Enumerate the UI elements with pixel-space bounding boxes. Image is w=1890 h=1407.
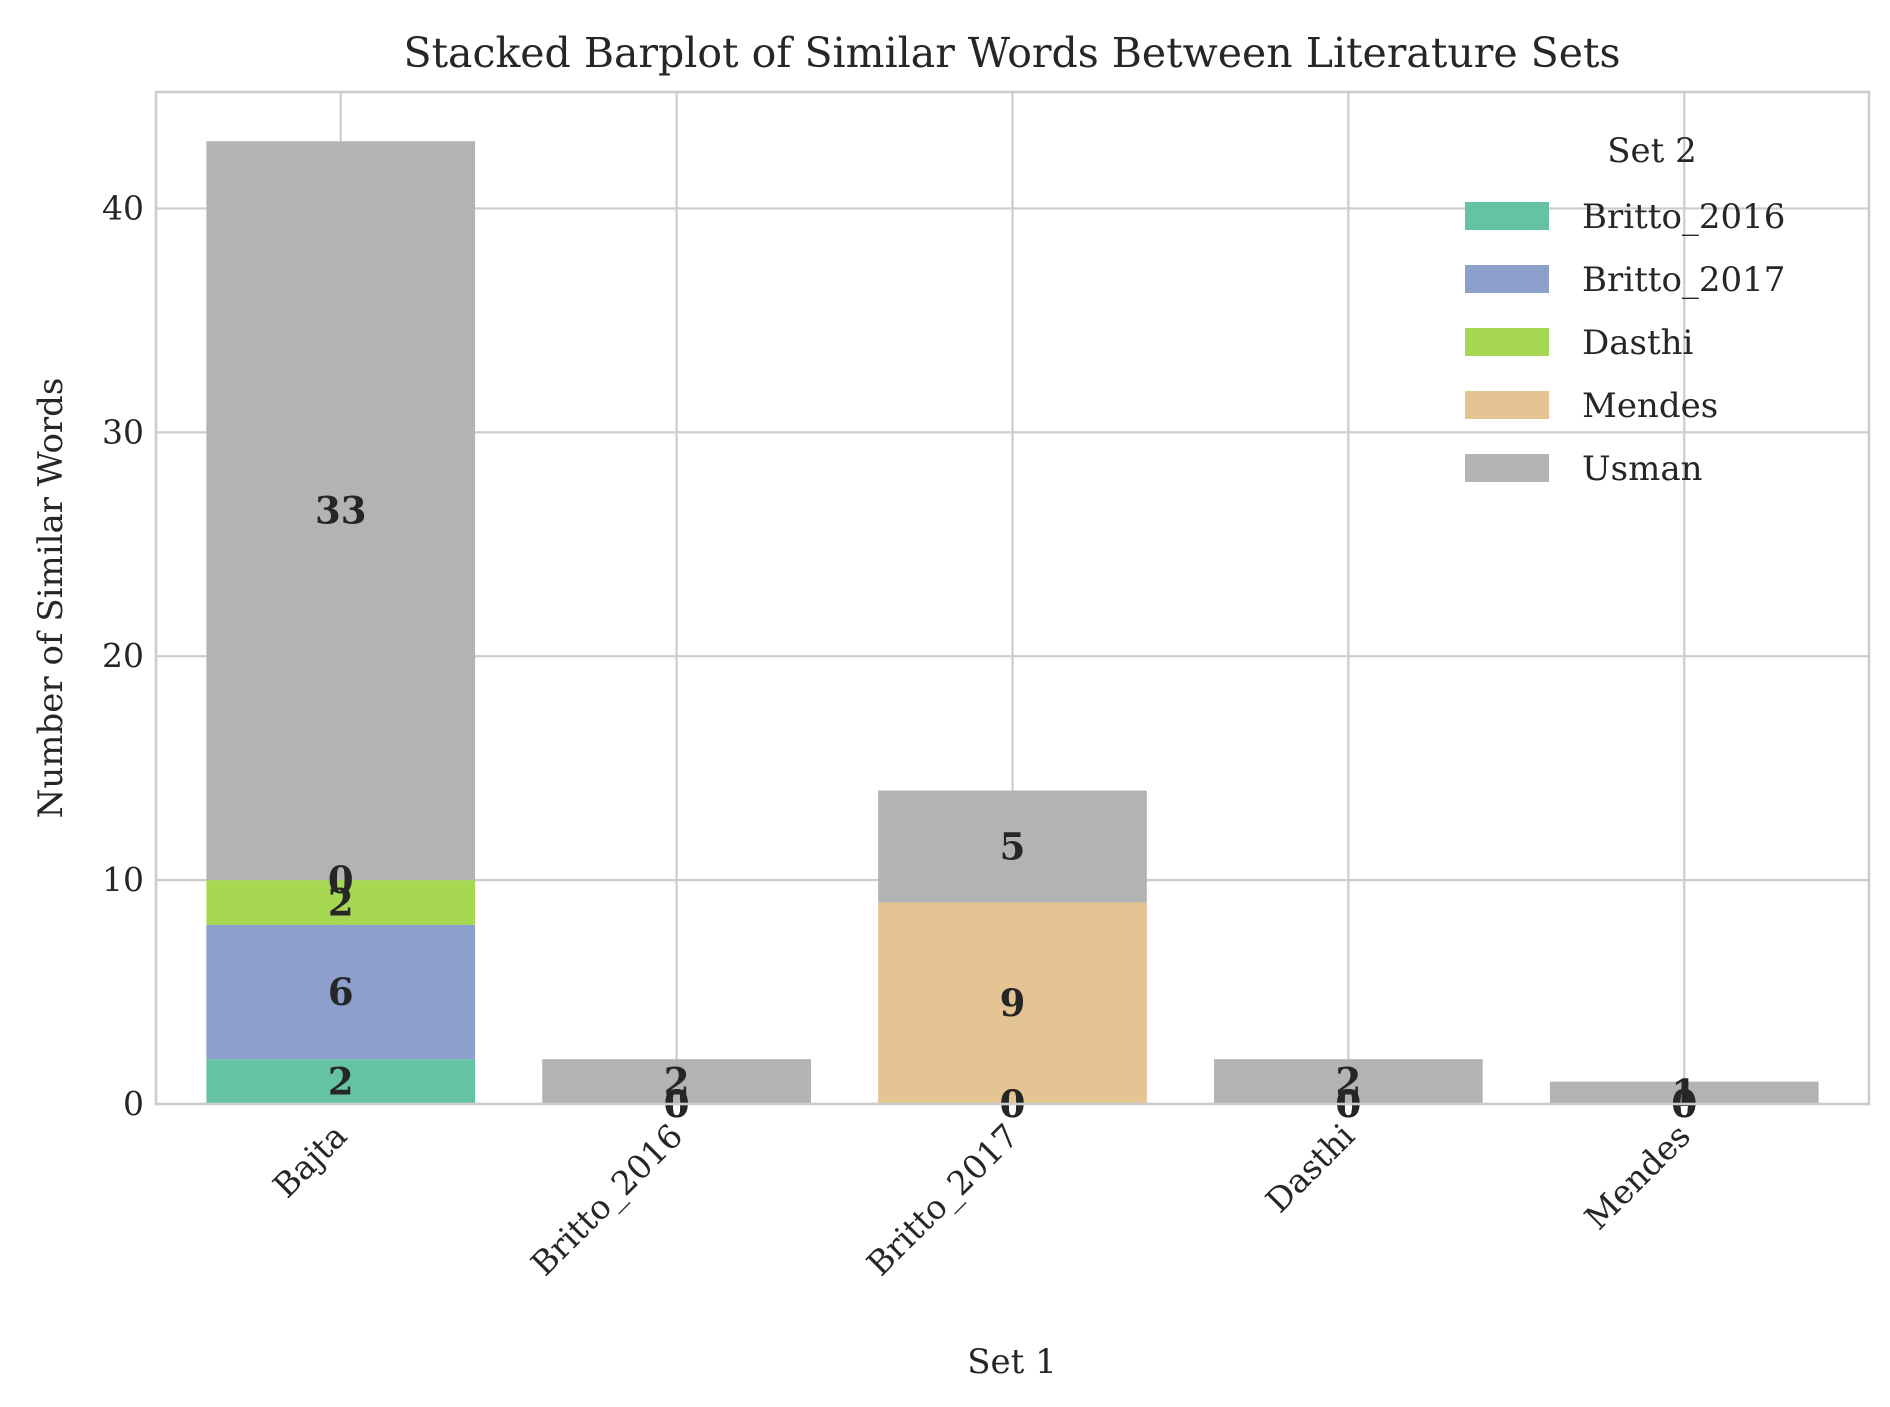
bar-segment [206,141,476,881]
legend-title: Set 2 [1607,131,1697,171]
bar-segment [1214,1059,1483,1104]
bars [206,141,1819,1104]
legend-entry: Britto_2017 [1582,260,1785,300]
x-tick-label: Britto_2016 [523,1116,691,1284]
y-tick-label: 0 [123,1084,144,1123]
legend-entry: Dasthi [1582,323,1694,363]
legend-entry: Usman [1582,449,1703,489]
bar-value-label: 2 [328,880,354,924]
bar-value-label: 33 [315,489,367,533]
legend-entry: Britto_2016 [1582,197,1785,237]
y-tick-label: 40 [102,188,144,227]
y-tick-label: 20 [102,636,144,675]
bar-segment [1549,1081,1819,1104]
legend-swatch [1465,391,1549,419]
legend-entry: Mendes [1582,386,1718,426]
bar-value-label: 0 [328,858,354,902]
bar-value-label: 9 [1000,981,1026,1025]
x-axis-ticks: Bajta Britto_2016 Britto_2017 Dasthi Mendes [265,1116,1698,1284]
y-axis-ticks: 0 10 20 30 40 [102,188,144,1123]
legend-swatch [1465,265,1549,293]
bar-value-label: 5 [1000,825,1026,869]
chart-title: Stacked Barplot of Similar Words Between… [403,29,1620,77]
bar-value-label: 2 [664,1060,690,1104]
bar-value-label: 2 [328,1060,354,1104]
x-tick-label: Dasthi [1258,1116,1362,1220]
bar-value-label: 6 [328,970,354,1014]
bar-segment [206,880,476,925]
bar-segment [206,924,476,1060]
x-tick-label: Mendes [1577,1116,1698,1237]
bar-segment [206,1059,476,1104]
y-axis-label: Number of Similar Words [31,378,71,819]
x-axis-label: Set 1 [967,1342,1057,1382]
bar-value-label: 1 [1671,1071,1697,1115]
legend: Set 2 Britto_2016 Britto_2017 Dasthi Mendes… [1465,131,1785,489]
legend-swatch [1465,202,1549,230]
bar-segment [542,1059,811,1104]
bar-value-label: 2 [1336,1060,1362,1104]
x-tick-label: Britto_2017 [859,1116,1027,1284]
x-tick-label: Bajta [265,1116,354,1205]
bar-segment [878,790,1147,903]
y-tick-label: 10 [102,860,144,899]
plot-frame [154,90,1871,1106]
legend-swatch [1465,328,1549,356]
legend-swatch [1465,454,1549,482]
y-tick-label: 30 [102,412,144,451]
bar-segment [878,902,1147,1104]
